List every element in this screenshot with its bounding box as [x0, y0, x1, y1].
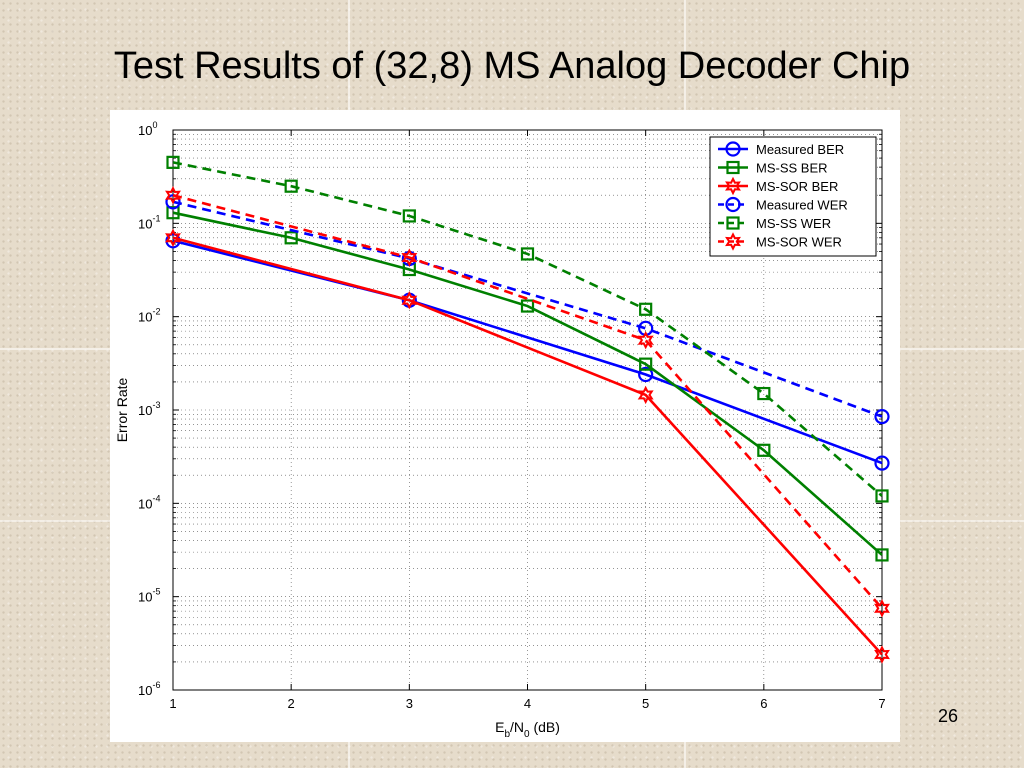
legend-box: [709, 136, 877, 257]
data-point: [165, 228, 181, 247]
data-point: [401, 291, 418, 310]
legend-label: MS-SS BER: [756, 161, 828, 176]
series-line: [172, 239, 883, 465]
data-point: [284, 179, 298, 193]
x-tick-label: 4: [524, 696, 531, 711]
legend-label: MS-SOR BER: [756, 179, 838, 194]
legend-label: Measured BER: [756, 142, 844, 157]
y-tick-label: 10-1: [138, 213, 160, 231]
data-point: [875, 548, 889, 562]
legend-marker: [726, 160, 740, 175]
x-tick-label: 1: [169, 696, 176, 711]
legend-label: Measured WER: [756, 198, 848, 213]
series-ms-sor-ber: [165, 228, 890, 664]
data-point: [639, 302, 653, 316]
legend-label: MS-SOR WER: [756, 235, 842, 250]
legend-marker: [725, 232, 741, 251]
data-point: [874, 455, 890, 471]
data-point: [874, 408, 890, 425]
legend-marker: [725, 176, 741, 196]
x-tick-label: 7: [878, 696, 885, 711]
data-point: [874, 599, 890, 618]
y-tick-label: 10-4: [138, 493, 160, 511]
data-point: [520, 299, 535, 313]
data-point: [166, 155, 180, 169]
series-ms-ss-ber: [166, 206, 889, 562]
data-point: [875, 489, 889, 503]
slide-number: 26: [938, 706, 959, 726]
error-rate-chart: 1 2 3 4 5 6 7 100 10-1 10-2 10-3 10-4 10-5 10-6 Eb/N0 …: [114, 120, 890, 740]
x-tick-label: 6: [760, 696, 767, 711]
series-ms-ss-wer: [166, 155, 889, 503]
y-tick-label: 10-6: [138, 680, 160, 698]
legend-label: MS-SS WER: [756, 216, 831, 231]
legend: Measured BER MS-SS BER MS-SOR BER Measured …: [709, 136, 877, 257]
data-point: [757, 443, 771, 457]
y-tick-label: 10-3: [138, 400, 160, 418]
series-ms-sor-wer: [165, 186, 890, 618]
data-point: [638, 366, 654, 383]
data-point: [284, 231, 298, 245]
x-axis-label: Eb/N0 (dB): [495, 719, 560, 740]
data-point: [402, 209, 416, 223]
grid: [173, 130, 882, 690]
data-point: [637, 385, 654, 405]
data-point: [520, 247, 535, 261]
legend-marker: [725, 196, 741, 213]
data-point: [401, 248, 418, 267]
data-point: [639, 357, 653, 371]
data-point: [757, 386, 771, 401]
series-line: [172, 200, 883, 418]
data-point: [165, 186, 181, 205]
data-point: [874, 645, 890, 664]
slide-title: Test Results of (32,8) MS Analog Decoder…: [113, 45, 911, 87]
legend-marker: [726, 216, 740, 230]
y-tick-label: 10-5: [138, 587, 160, 605]
x-tick-label: 2: [288, 696, 295, 711]
y-tick-label: 100: [138, 120, 157, 138]
plot-panel: 1 2 3 4 5 6 7 100 10-1 10-2 10-3 10-4 10-5 10-6 Eb/N0 …: [110, 110, 900, 742]
y-tick-label: 10-2: [138, 307, 160, 325]
legend-marker: [725, 141, 741, 157]
data-point: [166, 206, 180, 220]
series-line: [172, 193, 883, 610]
series-line: [172, 161, 883, 497]
x-tick-label: 3: [406, 696, 413, 711]
series-line: [172, 211, 883, 556]
data-point: [637, 330, 654, 350]
series-line: [172, 236, 883, 656]
x-tick-label: 5: [642, 696, 649, 711]
y-axis-label: Error Rate: [114, 378, 130, 443]
